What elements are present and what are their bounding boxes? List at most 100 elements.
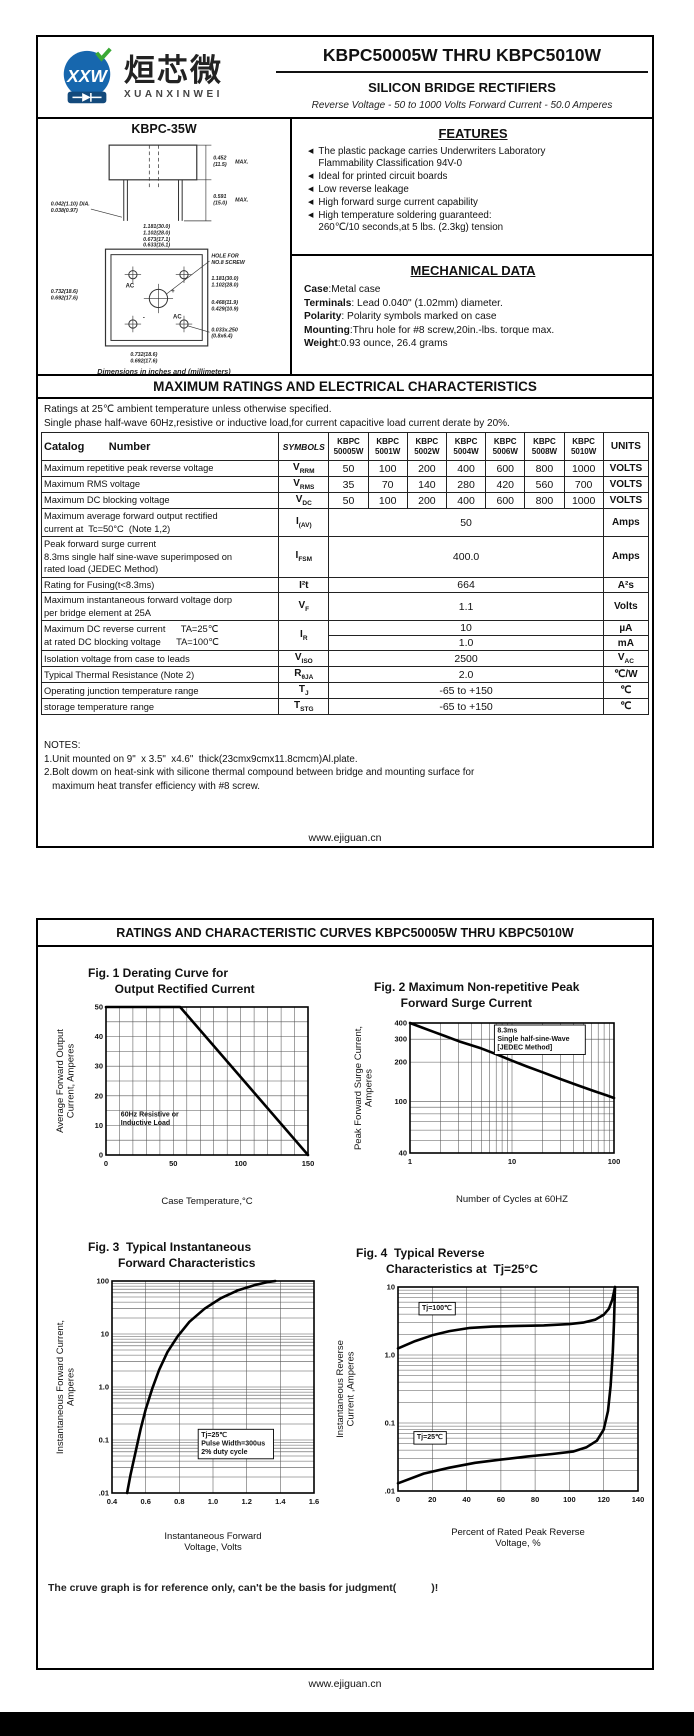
table-cell: KBPC 5008W bbox=[524, 432, 565, 461]
package-name: KBPC-35W bbox=[131, 122, 197, 136]
svg-text:Amperes: Amperes bbox=[364, 1069, 375, 1107]
dim-lead-diameter: 0.042(1.10) DIA. bbox=[51, 201, 91, 207]
figure-1-block: Fig. 1 Derating Curve for Output Rectifi… bbox=[54, 966, 356, 1212]
table-cell: Maximum instantaneous forward voltage do… bbox=[40, 592, 280, 622]
table-cell: VRRM bbox=[278, 460, 330, 477]
page-1: XXW 烜芯微 XUANXINWEI KBPC50005W THRU KBPC5… bbox=[36, 35, 654, 848]
svg-text:(11.5): (11.5) bbox=[213, 162, 227, 168]
table-cell: TSTG bbox=[278, 698, 330, 716]
svg-text:Single half-sine-Wave: Single half-sine-Wave bbox=[497, 1036, 569, 1043]
table-cell: Catalog Number bbox=[40, 432, 280, 461]
svg-text:Average Forward Output: Average Forward Output bbox=[55, 1029, 66, 1133]
svg-text:.01: .01 bbox=[385, 1487, 395, 1496]
table-row: Maximum instantaneous forward voltage do… bbox=[40, 592, 650, 622]
table-cell: Peak forward surge current 8.3ms single … bbox=[40, 536, 280, 578]
table-cell: 1.1 bbox=[328, 592, 604, 622]
svg-text:100: 100 bbox=[563, 1495, 576, 1504]
svg-text:Instantaneous Reverse: Instantaneous Reverse bbox=[335, 1340, 346, 1438]
company-logo: XXW 烜芯微 XUANXINWEI bbox=[56, 47, 223, 109]
feature-bullet-icon: ◀ bbox=[308, 211, 314, 219]
svg-text:80: 80 bbox=[531, 1495, 539, 1504]
svg-text:Tj=25℃: Tj=25℃ bbox=[201, 1431, 227, 1439]
brand-english: XUANXINWEI bbox=[124, 89, 223, 100]
table-cell: Maximum repetitive peak reverse voltage bbox=[40, 460, 280, 477]
svg-text:0.4: 0.4 bbox=[107, 1497, 118, 1506]
table-cell: mA bbox=[602, 635, 650, 652]
figure-4-title: Fig. 4 Typical Reverse Characteristics a… bbox=[356, 1246, 538, 1276]
svg-text:Voltage, %: Voltage, % bbox=[495, 1538, 541, 1549]
svg-text:Case Temperature,°C: Case Temperature,°C bbox=[161, 1196, 252, 1207]
dim-left-height: 0.732(18.6) bbox=[51, 289, 78, 295]
svg-text:1.0: 1.0 bbox=[385, 1351, 395, 1360]
svg-text:1: 1 bbox=[408, 1157, 412, 1166]
svg-text:0: 0 bbox=[396, 1495, 400, 1504]
feature-bullet-icon: ◀ bbox=[308, 185, 314, 193]
brand-text: 烜芯微 XUANXINWEI bbox=[124, 56, 223, 101]
figure-4-block: Fig. 4 Typical Reverse Characteristics a… bbox=[334, 1246, 654, 1554]
table-cell: 100 bbox=[367, 460, 408, 477]
page-title: KBPC50005W THRU KBPC5010W bbox=[276, 45, 648, 73]
table-cell: Maximum DC reverse current TA=25℃ at rat… bbox=[40, 620, 280, 652]
svg-text:20: 20 bbox=[428, 1495, 436, 1504]
table-cell: ℃ bbox=[602, 698, 650, 716]
page-2: RATINGS AND CHARACTERISTIC CURVES KBPC50… bbox=[36, 918, 654, 1670]
table-cell: 140 bbox=[406, 476, 447, 493]
svg-text:1.2: 1.2 bbox=[241, 1497, 251, 1506]
dim-right-inner: 0.468(11.9) bbox=[211, 300, 238, 306]
svg-text:400: 400 bbox=[394, 1019, 407, 1028]
figure-1-title: Fig. 1 Derating Curve for Output Rectifi… bbox=[88, 966, 255, 996]
svg-text:40: 40 bbox=[462, 1495, 470, 1504]
svg-text:(15.0): (15.0) bbox=[213, 200, 227, 206]
svg-text:Pulse Width=300us: Pulse Width=300us bbox=[201, 1440, 265, 1447]
svg-text:0.429(10.9): 0.429(10.9) bbox=[211, 306, 238, 312]
table-cell: VRMS bbox=[278, 476, 330, 493]
svg-text:1.0: 1.0 bbox=[208, 1497, 218, 1506]
figure-3-block: Fig. 3 Typical Instantaneous Forward Cha… bbox=[54, 1240, 356, 1558]
mechanical-section: MECHANICAL DATA Case:Metal case Terminals… bbox=[290, 256, 656, 374]
package-caption: Dimensions in inches and (millimeters) bbox=[97, 367, 231, 376]
svg-text:1.102(28.0): 1.102(28.0) bbox=[211, 283, 238, 289]
svg-text:.01: .01 bbox=[99, 1489, 109, 1498]
svg-text:Current, Amperes: Current, Amperes bbox=[66, 1044, 77, 1119]
svg-text:10: 10 bbox=[387, 1283, 395, 1292]
svg-text:Voltage, Volts: Voltage, Volts bbox=[184, 1542, 242, 1553]
table-cell: 1000 bbox=[563, 460, 604, 477]
svg-text:60Hz Resistive or: 60Hz Resistive or bbox=[121, 1112, 179, 1119]
svg-text:1.102(28.0): 1.102(28.0) bbox=[143, 231, 170, 237]
table-cell: RθJA bbox=[278, 666, 330, 684]
table-cell: ℃ bbox=[602, 682, 650, 700]
svg-text:40: 40 bbox=[95, 1032, 103, 1041]
page-subtitle: SILICON BRIDGE RECTIFIERS bbox=[368, 80, 556, 95]
svg-text:0: 0 bbox=[104, 1159, 108, 1168]
svg-text:50: 50 bbox=[169, 1159, 177, 1168]
table-cell: VOLTS bbox=[602, 460, 650, 477]
svg-text:Percent of Rated Peak Reverse: Percent of Rated Peak Reverse bbox=[451, 1527, 585, 1538]
feature-item: ◀ Low reverse leakage bbox=[308, 184, 650, 196]
table-row: storage temperature range TSTG -65 to +150… bbox=[40, 698, 650, 716]
package-drawing: 0.452 (11.5) MAX. 0.591 (15.0) MAX. 0.04… bbox=[51, 144, 249, 364]
table-cell: 2.0 bbox=[328, 666, 604, 684]
svg-text:10: 10 bbox=[101, 1330, 109, 1339]
table-cell: 100 bbox=[367, 492, 408, 509]
svg-text:0.692(17.6): 0.692(17.6) bbox=[51, 295, 78, 301]
table-cell: 280 bbox=[445, 476, 487, 493]
svg-text:10: 10 bbox=[95, 1121, 103, 1130]
table-cell: 2500 bbox=[328, 650, 604, 668]
page2-footer-url: www.ejiguan.cn bbox=[308, 1678, 382, 1690]
dim-hole-spacing: 0.673(17.1) bbox=[143, 237, 170, 243]
table-cell: I²t bbox=[278, 576, 330, 594]
svg-text:20: 20 bbox=[95, 1091, 103, 1100]
table-row: Typical Thermal Resistance (Note 2) RθJA 2… bbox=[40, 666, 650, 684]
feature-text: Ideal for printed circuit boards bbox=[318, 170, 448, 182]
table-cell: 400.0 bbox=[328, 536, 604, 578]
feature-item: ◀ The plastic package carries Underwriter… bbox=[308, 146, 650, 170]
figure-4-chart: 0 20 40 60 80 100 120 140 10 1.0 0.1 .01 Tj=100℃ Tj=2… bbox=[335, 1283, 644, 1550]
table-cell: 560 bbox=[524, 476, 565, 493]
svg-text:40: 40 bbox=[399, 1149, 407, 1158]
mechanical-rows: Case:Metal case Terminals: Lead 0.040" (1… bbox=[304, 283, 650, 351]
table-cell: TJ bbox=[278, 682, 330, 700]
svg-text:Instantaneous Forward Current,: Instantaneous Forward Current, bbox=[55, 1320, 66, 1454]
table-cell: -65 to +150 bbox=[328, 682, 604, 700]
table-cell: SYMBOLS bbox=[278, 432, 330, 461]
